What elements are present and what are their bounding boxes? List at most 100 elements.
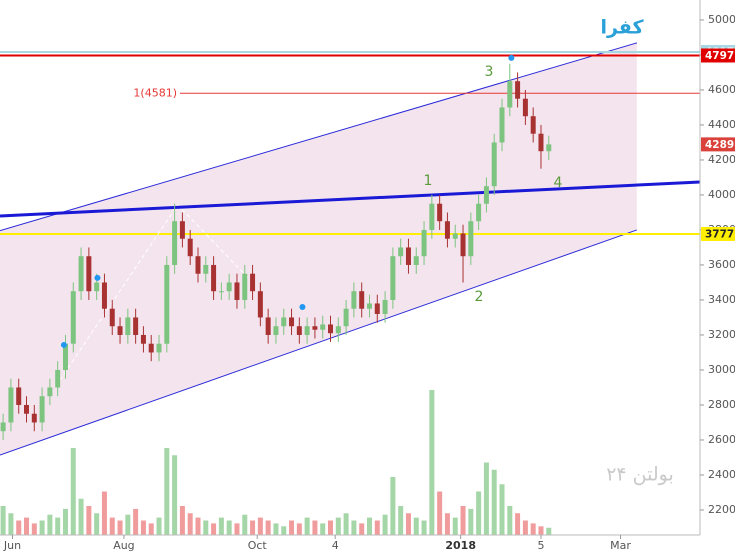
x-tick-label: Mar <box>610 539 631 552</box>
volume-bar <box>39 520 45 535</box>
volume-bar <box>530 523 536 535</box>
candle-body <box>382 299 388 314</box>
volume-bar <box>312 520 318 535</box>
volume-bar <box>148 523 154 535</box>
volume-bar <box>444 513 450 535</box>
candle-body <box>429 203 435 230</box>
candle-body <box>203 264 209 274</box>
volume-bar <box>242 514 248 535</box>
candle-body <box>62 343 68 370</box>
volume-bar <box>218 517 224 535</box>
volume-bar <box>234 523 240 535</box>
price-tag-label: 4289 <box>705 139 734 151</box>
volume-bar <box>351 520 357 535</box>
candle-body <box>234 282 240 300</box>
candle-body <box>133 317 139 335</box>
y-tick-label: 3400 <box>708 293 735 306</box>
marker <box>94 274 101 281</box>
candle-body <box>359 291 365 309</box>
candle-body <box>390 256 396 300</box>
candle-body <box>320 324 326 330</box>
candle-body <box>343 308 349 327</box>
volume-bar <box>343 513 349 535</box>
candle-body <box>164 264 170 344</box>
candle-body <box>522 98 528 117</box>
candle-body <box>195 256 201 274</box>
volume-bar <box>366 517 372 535</box>
marker <box>299 303 306 310</box>
volume-bar <box>382 514 388 535</box>
candle-body <box>289 317 295 327</box>
volume-bar <box>156 517 162 535</box>
volume-bar <box>101 491 107 535</box>
x-tick-label: Aug <box>113 539 134 552</box>
candle-body <box>460 233 466 257</box>
candle-body <box>257 291 263 318</box>
volume-bar <box>289 520 295 535</box>
y-tick-label: 4400 <box>708 118 735 131</box>
candle-body <box>476 203 482 222</box>
volume-bar <box>491 469 497 535</box>
y-tick-label: 4200 <box>708 153 735 166</box>
candle-body <box>405 247 411 265</box>
wave-label: 4 <box>554 175 563 191</box>
candle-body <box>398 247 404 257</box>
candle-body <box>24 404 30 414</box>
candle-body <box>538 133 544 152</box>
candle-body <box>265 317 271 335</box>
volume-bar <box>195 517 201 535</box>
price-tag-label: 4797 <box>705 50 734 62</box>
candle-body <box>491 142 497 187</box>
volume-bar <box>328 520 334 535</box>
volume-bar <box>47 514 53 535</box>
y-tick-label: 4000 <box>708 188 735 201</box>
volume-bar <box>203 520 209 535</box>
candle-body <box>296 326 302 335</box>
volume-bar <box>109 517 115 535</box>
volume-bar <box>522 520 528 535</box>
watermark: بولتن ۲۴ <box>606 464 674 486</box>
volume-bar <box>281 526 287 535</box>
candle-body <box>437 203 443 222</box>
volume-bar <box>94 513 100 535</box>
marker <box>60 341 67 348</box>
volume-bar <box>320 523 326 535</box>
volume-bar <box>16 520 22 535</box>
candle-body <box>226 282 232 292</box>
candle-body <box>530 116 536 134</box>
candle-body <box>366 303 372 309</box>
candle-body <box>483 186 489 204</box>
x-tick-label: Oct <box>248 539 268 552</box>
candle-body <box>8 387 14 423</box>
volume-bar <box>179 506 185 535</box>
candle-body <box>156 343 162 353</box>
candle-body <box>374 303 380 314</box>
y-tick-label: 4600 <box>708 83 735 96</box>
trend-line <box>0 180 701 218</box>
x-tick-label: Jun <box>3 539 21 552</box>
volume-bar <box>335 517 341 535</box>
y-tick-label: 2400 <box>708 468 735 481</box>
candle-body <box>140 334 146 344</box>
candle-body <box>499 107 505 143</box>
candle-body <box>351 291 357 309</box>
candle-body <box>109 308 115 327</box>
candle-body <box>0 422 6 432</box>
volume-bar <box>133 508 139 535</box>
volume-bar <box>499 484 505 535</box>
y-tick-label: 2600 <box>708 433 735 446</box>
volume-bar <box>421 520 427 535</box>
volume-bar <box>55 517 61 535</box>
candle-body <box>101 282 107 309</box>
volume-bar <box>413 517 419 535</box>
y-tick-label: 5000 <box>708 13 735 26</box>
volume-bar <box>8 513 14 535</box>
volume-bar <box>86 506 92 535</box>
channel-line <box>0 42 638 232</box>
level-label: 1(4581) <box>133 86 177 99</box>
candle-body <box>242 273 248 300</box>
y-tick-label: 2200 <box>708 503 735 516</box>
candle-body <box>94 282 100 292</box>
candle-body <box>47 387 53 397</box>
volume-bar <box>257 517 263 535</box>
